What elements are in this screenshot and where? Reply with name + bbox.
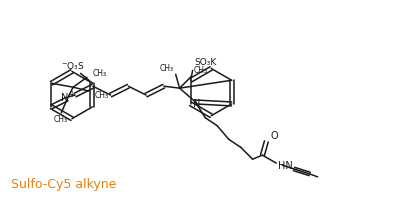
Text: N: N <box>192 99 199 109</box>
Text: Sulfo-Cy5 alkyne: Sulfo-Cy5 alkyne <box>11 178 116 191</box>
Text: CH₃: CH₃ <box>159 64 173 73</box>
Text: O: O <box>270 131 277 141</box>
Text: CH₃: CH₃ <box>95 90 109 100</box>
Text: CH₃: CH₃ <box>193 66 207 75</box>
Text: HN: HN <box>278 161 292 171</box>
Text: N: N <box>60 93 68 103</box>
Text: +: + <box>68 89 74 99</box>
Text: CH₃: CH₃ <box>53 115 67 124</box>
Text: $^{-}$O₃S: $^{-}$O₃S <box>61 60 84 71</box>
Text: SO₃K: SO₃K <box>194 58 216 67</box>
Text: CH₃: CH₃ <box>93 69 107 78</box>
